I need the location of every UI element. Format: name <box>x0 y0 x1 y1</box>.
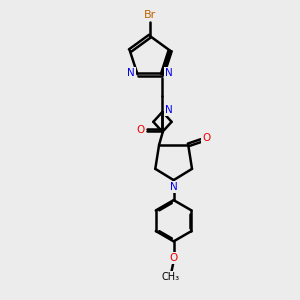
Text: N: N <box>127 68 135 78</box>
Text: N: N <box>165 105 173 115</box>
Text: N: N <box>165 68 173 78</box>
Text: Br: Br <box>144 10 156 20</box>
Text: O: O <box>136 125 145 135</box>
Text: CH₃: CH₃ <box>161 272 179 282</box>
Text: O: O <box>169 254 178 263</box>
Text: O: O <box>202 134 211 143</box>
Text: N: N <box>170 182 178 192</box>
